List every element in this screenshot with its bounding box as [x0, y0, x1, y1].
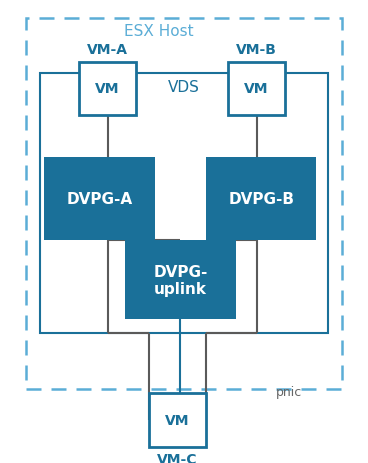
Text: DVPG-A: DVPG-A	[66, 192, 132, 206]
FancyBboxPatch shape	[125, 241, 236, 319]
Text: VM-A: VM-A	[87, 43, 128, 57]
FancyBboxPatch shape	[44, 157, 155, 241]
Text: pnic: pnic	[276, 385, 302, 398]
FancyBboxPatch shape	[149, 394, 206, 447]
FancyBboxPatch shape	[79, 63, 136, 116]
Text: VM: VM	[244, 82, 269, 96]
Text: DVPG-
uplink: DVPG- uplink	[153, 264, 208, 296]
Text: DVPG-B: DVPG-B	[228, 192, 294, 206]
FancyBboxPatch shape	[228, 63, 285, 116]
Text: VM-C: VM-C	[157, 452, 198, 463]
Text: VM: VM	[165, 413, 190, 427]
Text: ESX Host: ESX Host	[124, 24, 194, 39]
Text: VM: VM	[95, 82, 120, 96]
Text: VM-B: VM-B	[236, 43, 277, 57]
FancyBboxPatch shape	[206, 157, 316, 241]
Text: VDS: VDS	[168, 80, 200, 94]
